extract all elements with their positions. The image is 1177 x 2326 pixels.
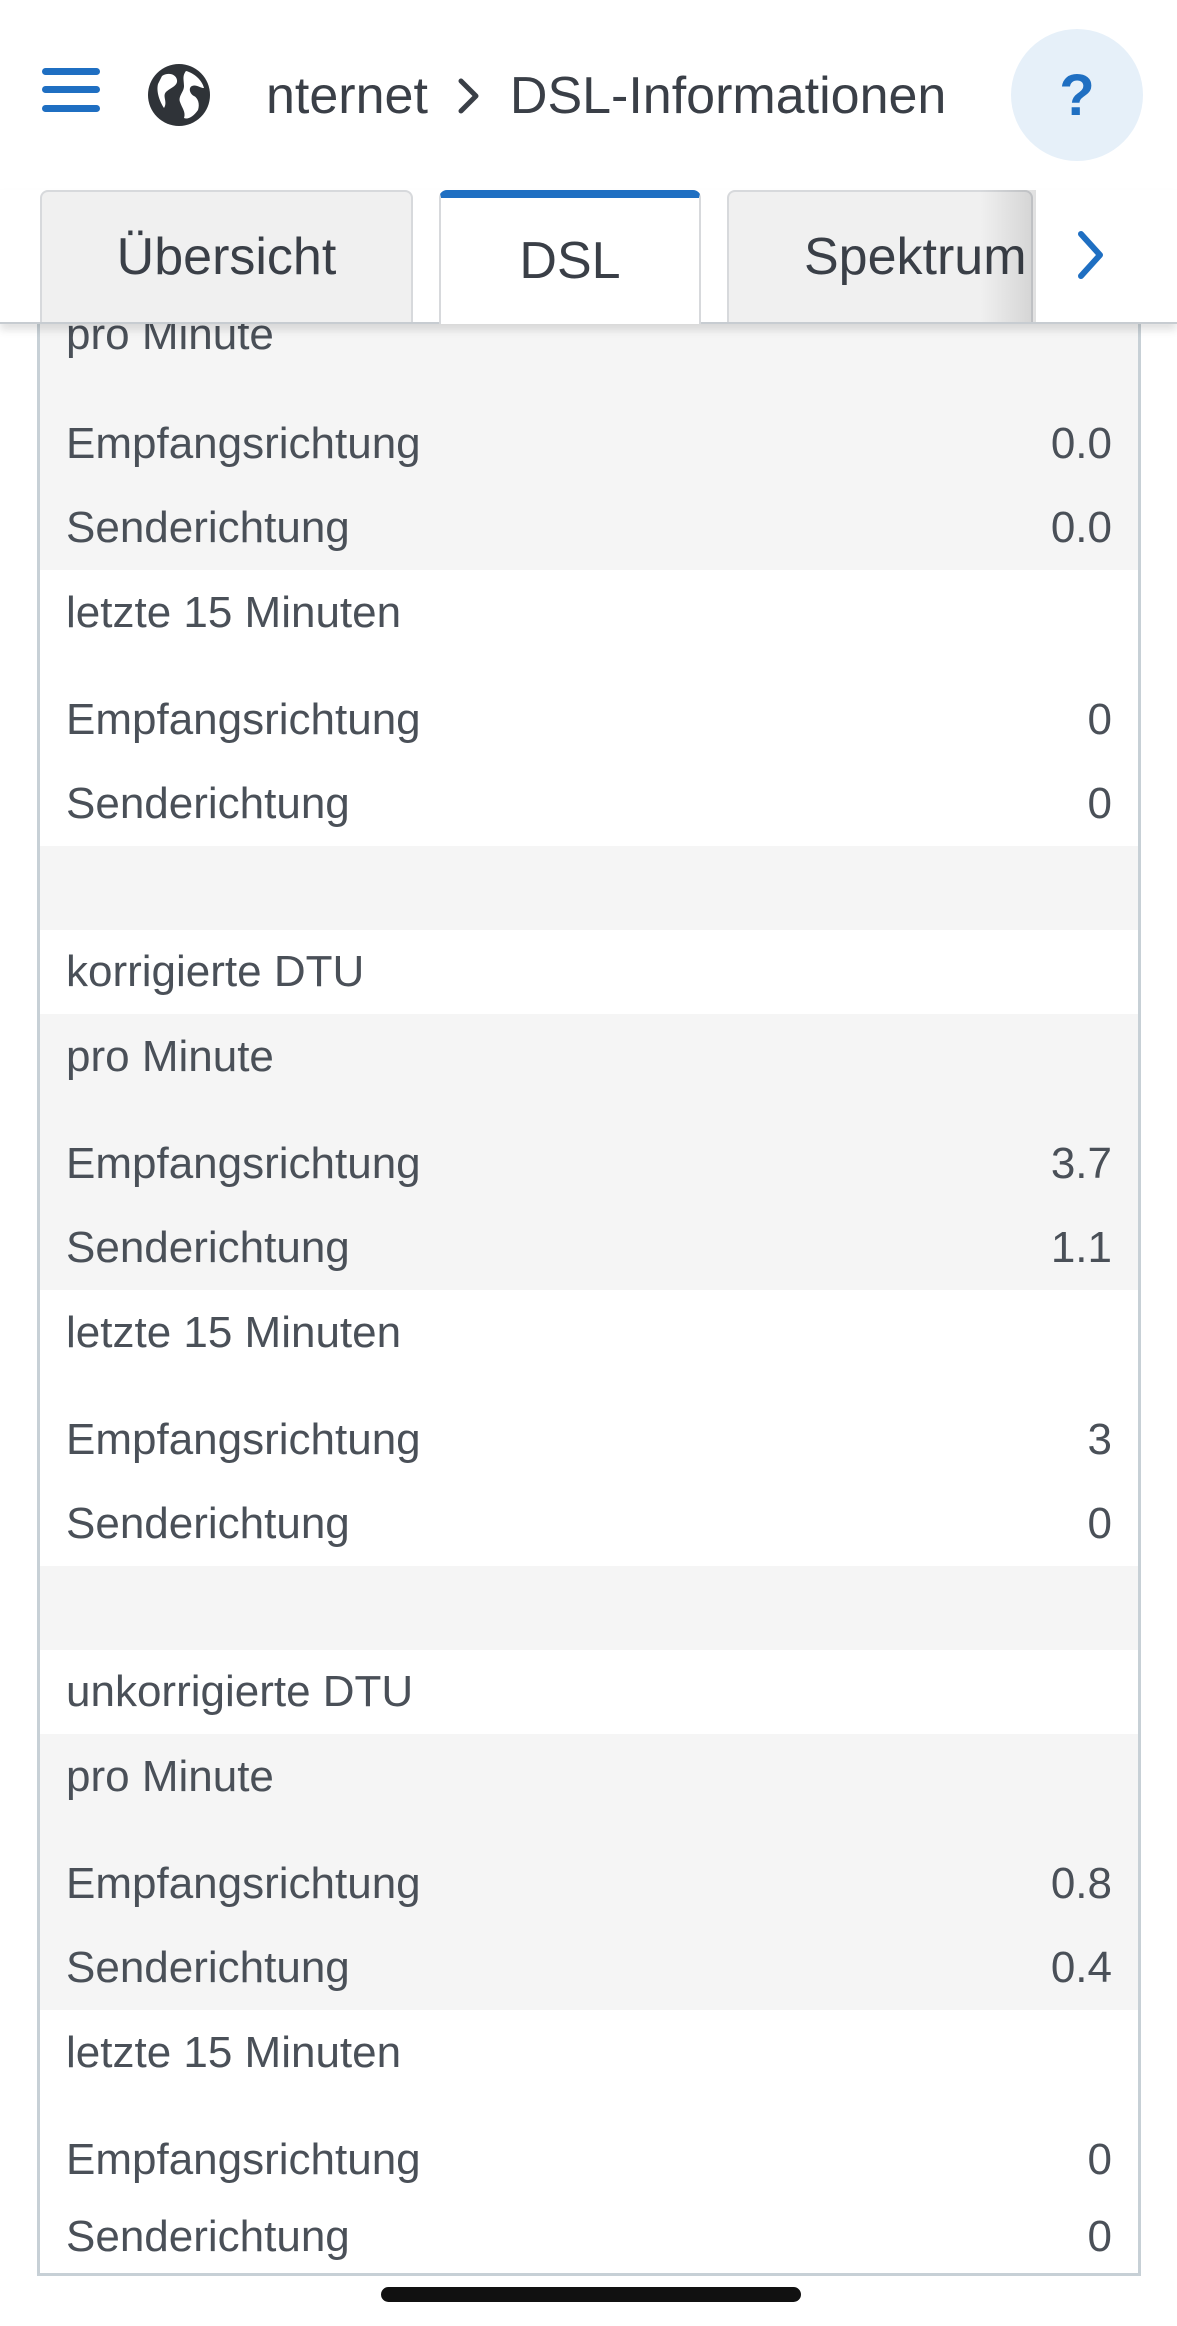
breadcrumb-parent[interactable]: nternet [266, 67, 428, 125]
dsl-error-statistics: pro Minute Empfangsrichtung 0.0 Senderic… [37, 322, 1141, 2276]
home-indicator [381, 2287, 801, 2302]
tab-bar: Übersicht DSL Spektrum [0, 190, 1177, 324]
table-row: Empfangsrichtung 0 [40, 678, 1138, 762]
table-row: Empfangsrichtung 3 [40, 1398, 1138, 1482]
tab-spektrum[interactable]: Spektrum [727, 190, 1033, 322]
section-spacer [40, 846, 1138, 930]
table-row: Senderichtung 0.0 [40, 486, 1138, 570]
subheader-letzte-15-minuten: letzte 15 Minuten [40, 570, 1138, 678]
tab-dsl[interactable]: DSL [439, 190, 701, 324]
table-row: Empfangsrichtung 0.8 [40, 1842, 1138, 1926]
tab-overflow-fade [980, 190, 1036, 322]
breadcrumb: nternet DSL-Informationen [266, 60, 1006, 132]
help-button[interactable]: ? [1011, 29, 1143, 161]
subheader-letzte-15-minuten: letzte 15 Minuten [40, 2010, 1138, 2118]
subheader-letzte-15-minuten: letzte 15 Minuten [40, 1290, 1138, 1398]
section-title: unkorrigierte DTU [40, 1650, 1138, 1734]
table-row: Senderichtung 0 [40, 1482, 1138, 1566]
table-row: Empfangsrichtung 0 [40, 2118, 1138, 2202]
table-row: Senderichtung 0 [40, 2202, 1138, 2272]
section-title: korrigierte DTU [40, 930, 1138, 1014]
subheader-pro-minute: pro Minute [40, 1734, 1138, 1842]
globe-icon [148, 64, 210, 126]
table-row: Senderichtung 1.1 [40, 1206, 1138, 1290]
section-spacer [40, 1566, 1138, 1650]
chevron-right-icon [456, 76, 482, 116]
subheader-pro-minute: pro Minute [40, 322, 1138, 402]
table-row: Empfangsrichtung 3.7 [40, 1122, 1138, 1206]
table-row: Empfangsrichtung 0.0 [40, 402, 1138, 486]
menu-icon[interactable] [42, 68, 100, 112]
app-header: nternet DSL-Informationen ? [0, 0, 1177, 190]
chevron-right-icon[interactable] [1050, 215, 1130, 295]
table-row: Senderichtung 0.4 [40, 1926, 1138, 2010]
breadcrumb-current: DSL-Informationen [509, 67, 947, 125]
subheader-pro-minute: pro Minute [40, 1014, 1138, 1122]
tab-uebersicht[interactable]: Übersicht [40, 190, 413, 322]
table-row: Senderichtung 0 [40, 762, 1138, 846]
